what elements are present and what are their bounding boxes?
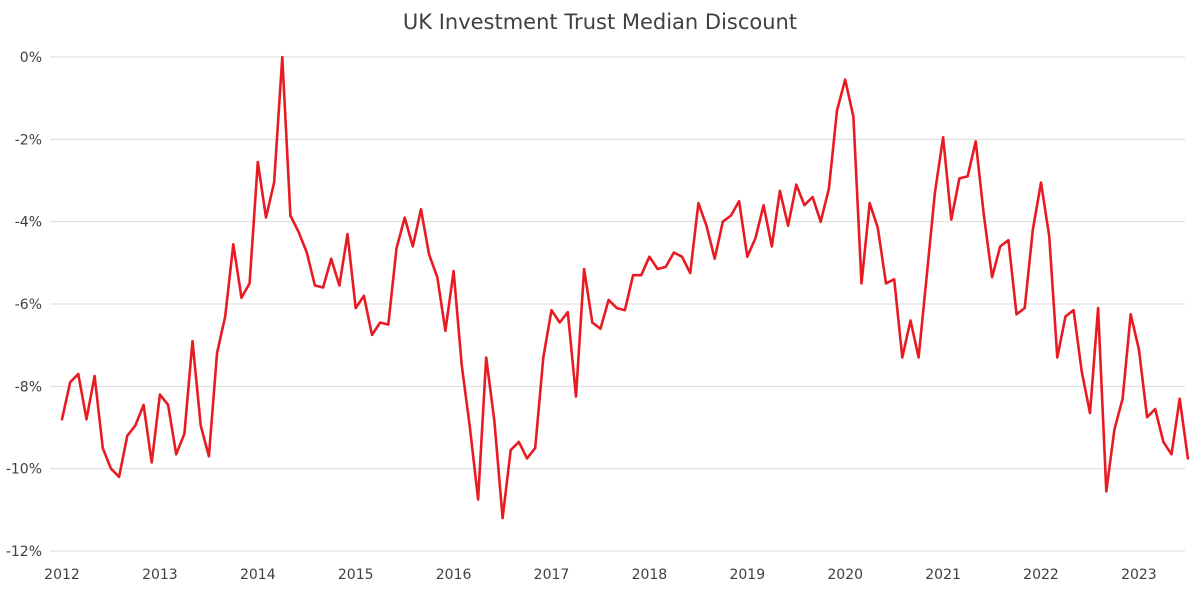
x-tick-label: 2012 (44, 567, 80, 583)
series-line (60, 55, 1190, 520)
x-tick-label: 2021 (925, 567, 961, 583)
x-tick-label: 2019 (729, 567, 765, 583)
y-tick-label: 0% (20, 50, 42, 66)
x-tick-label: 2017 (534, 567, 570, 583)
y-tick-label: -12% (6, 544, 42, 560)
y-tick-label: -4% (15, 215, 42, 231)
x-tick-label: 2018 (632, 567, 668, 583)
y-tick-label: -6% (15, 297, 42, 313)
x-tick-label: 2022 (1023, 567, 1059, 583)
x-tick-label: 2015 (338, 567, 374, 583)
x-tick-label: 2016 (436, 567, 472, 583)
x-tick-label: 2020 (827, 567, 863, 583)
y-tick-label: -8% (15, 379, 42, 395)
gridlines (50, 56, 1185, 552)
x-tick-label: 2013 (142, 567, 178, 583)
x-tick-label: 2023 (1121, 567, 1157, 583)
x-axis-ticks: 2012 2013 2014 2015 2016 2017 2018 2019 2020 2021… (44, 567, 1157, 583)
chart-title: UK Investment Trust Median Discount (402, 10, 798, 34)
y-tick-label: -2% (15, 132, 42, 148)
y-axis-ticks: 0% -2% -4% -6% -8% -10% -12% (6, 50, 42, 560)
y-tick-label: -10% (6, 462, 42, 478)
series-layer (60, 55, 1190, 520)
x-tick-label: 2014 (240, 567, 276, 583)
